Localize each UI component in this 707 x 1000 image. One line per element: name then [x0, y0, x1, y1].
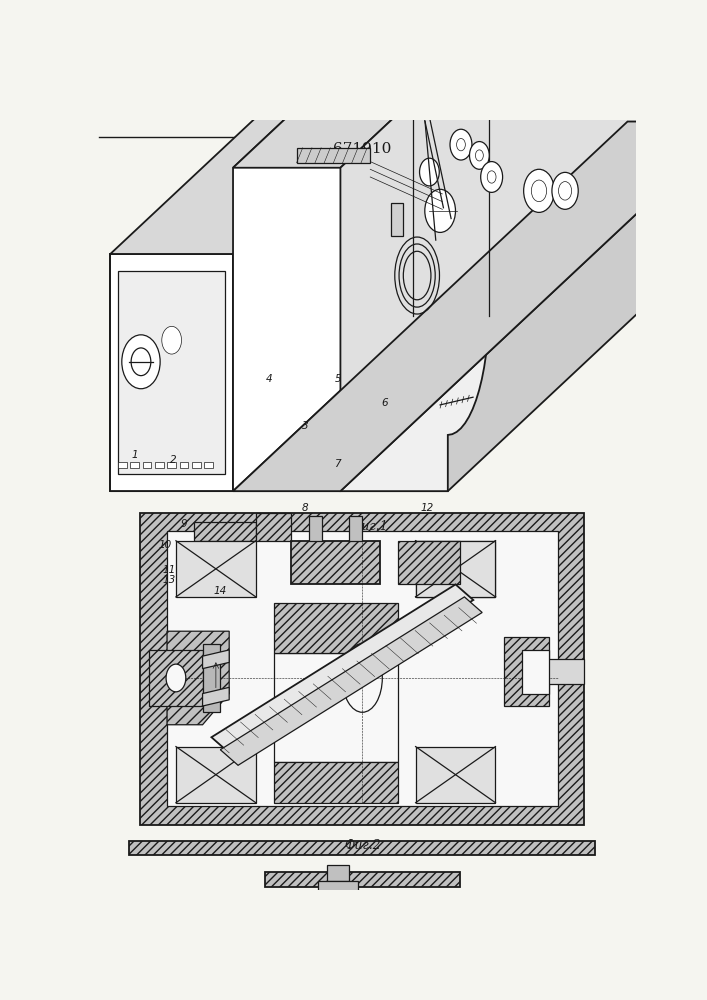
Polygon shape: [341, 125, 489, 491]
Bar: [194, 522, 256, 541]
Bar: [274, 653, 398, 762]
Polygon shape: [211, 584, 473, 753]
Circle shape: [532, 180, 547, 202]
Text: 4: 4: [266, 374, 272, 384]
Circle shape: [559, 182, 572, 200]
Polygon shape: [149, 650, 203, 706]
Bar: [416, 541, 496, 597]
Circle shape: [166, 664, 186, 692]
Circle shape: [457, 138, 465, 151]
Bar: [264, 872, 460, 887]
Circle shape: [552, 172, 578, 209]
Text: 2: 2: [170, 455, 177, 465]
Circle shape: [425, 189, 455, 232]
Polygon shape: [110, 122, 707, 491]
Bar: [416, 747, 496, 803]
Text: 11: 11: [163, 565, 176, 575]
Text: 8: 8: [301, 503, 308, 513]
Polygon shape: [203, 687, 229, 706]
Polygon shape: [233, 0, 628, 491]
Text: 12: 12: [421, 503, 433, 513]
Circle shape: [122, 335, 160, 389]
Circle shape: [475, 150, 484, 161]
Bar: [309, 516, 322, 541]
Bar: [167, 531, 558, 806]
Ellipse shape: [342, 644, 382, 712]
Bar: [168, 462, 176, 468]
Text: 5: 5: [334, 374, 341, 384]
Bar: [155, 462, 164, 468]
Circle shape: [524, 169, 554, 212]
Text: 10: 10: [158, 540, 172, 550]
Bar: [180, 462, 188, 468]
Circle shape: [131, 348, 151, 376]
Polygon shape: [110, 0, 628, 254]
Text: Фиг.1: Фиг.1: [351, 520, 388, 533]
Polygon shape: [341, 0, 707, 125]
Bar: [291, 541, 380, 584]
Text: 7: 7: [334, 459, 341, 469]
Polygon shape: [341, 0, 707, 491]
Polygon shape: [221, 597, 482, 765]
Text: 1: 1: [132, 450, 139, 460]
Bar: [176, 747, 256, 803]
Polygon shape: [118, 271, 226, 474]
Bar: [531, 659, 584, 684]
Circle shape: [162, 326, 182, 354]
Polygon shape: [110, 254, 233, 491]
Bar: [204, 462, 213, 468]
Polygon shape: [233, 0, 707, 168]
Polygon shape: [233, 0, 628, 491]
Text: 6: 6: [381, 398, 387, 408]
Bar: [522, 650, 549, 694]
Text: Фиг.2: Фиг.2: [344, 839, 380, 852]
Polygon shape: [167, 631, 229, 725]
Text: 3: 3: [301, 421, 308, 431]
Bar: [141, 513, 584, 825]
Circle shape: [469, 142, 489, 169]
Bar: [118, 462, 127, 468]
Bar: [129, 841, 595, 855]
Bar: [143, 462, 151, 468]
Circle shape: [450, 129, 472, 160]
Bar: [274, 603, 398, 653]
Bar: [416, 541, 496, 597]
Bar: [256, 513, 291, 541]
Bar: [349, 516, 363, 541]
Polygon shape: [203, 644, 221, 712]
Bar: [274, 762, 398, 803]
Bar: [504, 637, 549, 706]
Bar: [327, 865, 349, 881]
Bar: [318, 881, 358, 893]
Circle shape: [487, 171, 496, 183]
Text: 13: 13: [163, 575, 176, 585]
Text: 671910: 671910: [333, 142, 392, 156]
Bar: [131, 462, 139, 468]
Bar: [192, 462, 201, 468]
Bar: [398, 541, 460, 584]
Text: 14: 14: [214, 586, 226, 596]
Circle shape: [419, 158, 439, 186]
Circle shape: [481, 162, 503, 192]
Text: 9: 9: [181, 519, 187, 529]
Polygon shape: [233, 122, 707, 491]
Polygon shape: [391, 203, 403, 235]
Polygon shape: [203, 650, 229, 669]
Bar: [176, 541, 256, 597]
Polygon shape: [297, 148, 370, 163]
